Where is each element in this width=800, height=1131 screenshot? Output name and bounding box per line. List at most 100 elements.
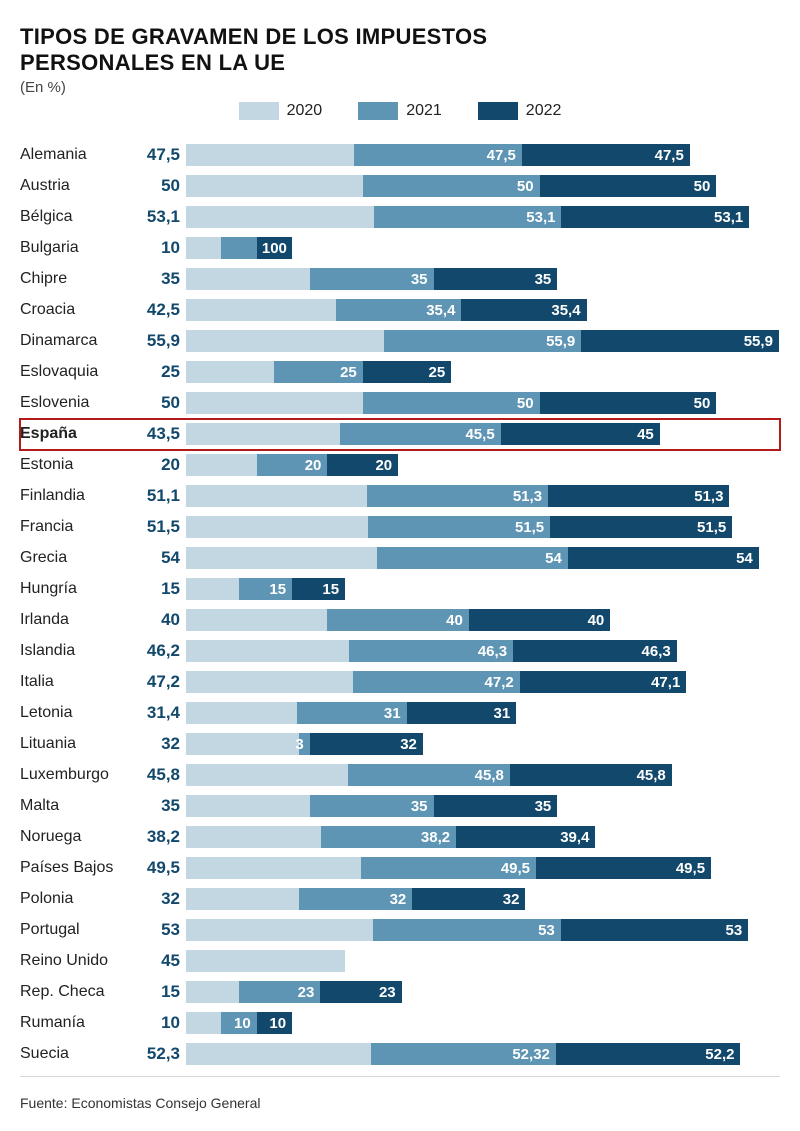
country-label: Irlanda [20,611,130,629]
table-row: Letonia31,43131 [20,698,780,729]
country-label: Luxemburgo [20,766,130,784]
bar-group: 3232 [186,887,780,911]
table-row: Dinamarca55,955,955,9 [20,326,780,357]
bar-seg-2022: 52,2 [556,1043,741,1065]
legend-label-2021: 2021 [406,102,442,120]
bar-group: 55,955,9 [186,329,780,353]
value-2020: 15 [130,579,186,599]
bar-seg-2020 [186,1043,371,1065]
bar-seg-2020 [186,485,367,507]
bar-seg-2020 [186,702,297,724]
bar-seg-2022: 46,3 [513,640,677,662]
bar-seg-2022: 35 [434,795,558,817]
chart-legend: 2020 2021 2022 [20,102,780,120]
bar-seg-2022: 15 [292,578,345,600]
bar-seg-2020 [186,423,340,445]
country-label: Austria [20,177,130,195]
bar-seg-2020 [186,888,299,910]
bar-seg-2021: 49,5 [361,857,536,879]
bar-group: 100 [186,236,780,260]
country-label: Italia [20,673,130,691]
bar-seg-2021: 52,32 [371,1043,556,1065]
value-2020: 40 [130,610,186,630]
country-label: Suecia [20,1045,130,1063]
value-2020: 15 [130,982,186,1002]
bar-seg-2022: 35,4 [461,299,586,321]
table-row: Eslovenia505050 [20,388,780,419]
country-label: Noruega [20,828,130,846]
bar-seg-2021: 38,2 [321,826,456,848]
bar-group: 5454 [186,546,780,570]
value-2020: 52,3 [130,1044,186,1064]
table-row: Estonia202020 [20,450,780,481]
bar-seg-2021: 46,3 [349,640,513,662]
table-row: Rep. Checa152323 [20,977,780,1008]
bar-seg-2020 [186,671,353,693]
bar-seg-2020 [186,857,361,879]
bar-seg-2022: 55,9 [581,330,779,352]
bar-seg-2021: 35 [310,795,434,817]
country-label: Chipre [20,270,130,288]
value-2020: 42,5 [130,300,186,320]
bar-group: 45,545 [186,422,780,446]
country-label: Eslovenia [20,394,130,412]
bar-seg-2021: 55,9 [384,330,582,352]
bar-group: 2525 [186,360,780,384]
bar-seg-2021: 3 [299,733,310,755]
table-row: Bélgica53,153,153,1 [20,202,780,233]
value-2020: 54 [130,548,186,568]
bar-group: 52,3252,2 [186,1042,780,1066]
bar-group: 5050 [186,174,780,198]
bar-seg-2022: 32 [310,733,423,755]
bar-group: 49,549,5 [186,856,780,880]
table-row: Noruega38,238,239,4 [20,822,780,853]
table-row: Reino Unido45 [20,946,780,977]
bar-seg-2020 [186,330,384,352]
bar-group [186,949,780,973]
legend-label-2020: 2020 [287,102,323,120]
country-label: Portugal [20,921,130,939]
value-2020: 47,2 [130,672,186,692]
bar-group: 5050 [186,391,780,415]
country-label: Polonia [20,890,130,908]
table-row: Polonia323232 [20,884,780,915]
table-row: Croacia42,535,435,4 [20,295,780,326]
table-row: Islandia46,246,346,3 [20,636,780,667]
value-2020: 55,9 [130,331,186,351]
bar-group: 47,247,1 [186,670,780,694]
value-2020: 35 [130,796,186,816]
value-2020: 51,1 [130,486,186,506]
bar-seg-2022: 40 [469,609,610,631]
country-label: Bulgaria [20,239,130,257]
bar-seg-2022: 47,1 [520,671,687,693]
bar-group: 3535 [186,794,780,818]
value-2020: 49,5 [130,858,186,878]
table-row: Alemania47,547,547,5 [20,140,780,171]
bar-seg-2020 [186,547,377,569]
bar-seg-2021: 35,4 [336,299,461,321]
table-row: España43,545,545 [20,419,780,450]
legend-2021: 2021 [358,102,442,120]
bar-seg-2022: 53,1 [561,206,749,228]
country-label: Dinamarca [20,332,130,350]
bar-seg-2022: 25 [363,361,451,383]
bar-seg-2021: 50 [363,175,540,197]
source-text: Fuente: Economistas Consejo General [20,1095,780,1111]
bar-seg-2020 [186,454,257,476]
bar-seg-2022: 23 [320,981,401,1003]
country-label: Estonia [20,456,130,474]
value-2020: 32 [130,889,186,909]
country-label: Eslovaquia [20,363,130,381]
bar-seg-2020 [186,795,310,817]
bar-seg-2022: 51,5 [550,516,732,538]
title-line2: PERSONALES EN LA UE [20,50,780,76]
bar-seg-2020 [186,826,321,848]
bar-seg-2022: 45 [501,423,660,445]
bar-group: 332 [186,732,780,756]
bar-group: 2020 [186,453,780,477]
table-row: Chipre353535 [20,264,780,295]
bar-seg-2021: 45,8 [348,764,510,786]
bar-group: 4040 [186,608,780,632]
bar-group: 45,845,8 [186,763,780,787]
country-label: Malta [20,797,130,815]
